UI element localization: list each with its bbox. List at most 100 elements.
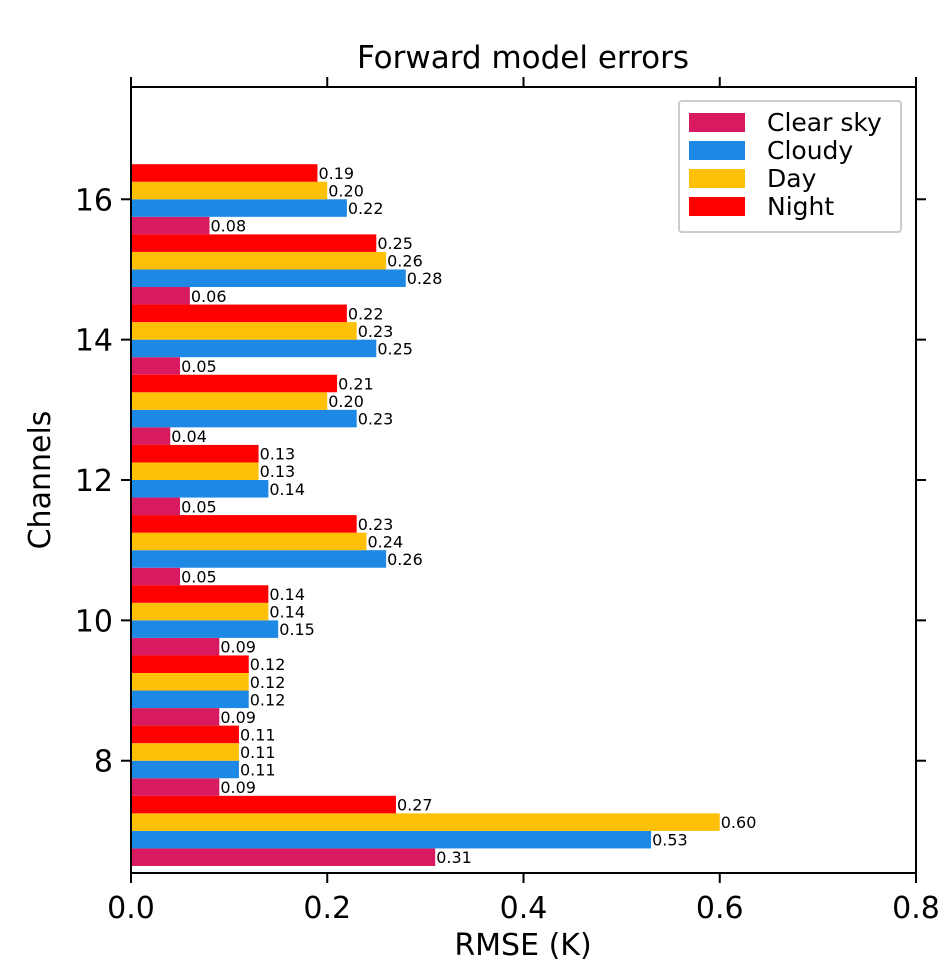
bar-clear-sky-channel-11 [131,567,181,586]
value-label-cloudy-channel-9: 0.12 [250,690,286,709]
bar-day-channel-9 [131,672,249,691]
tick-group: 0.0 0.2 0.4 0.6 0.8 8 10 12 14 16 [75,77,940,926]
x-tick-label: 0.0 [107,891,155,926]
value-label-clear-sky-channel-10: 0.09 [220,638,256,657]
value-label-clear-sky-channel-8: 0.09 [220,778,256,797]
bar-day-channel-13 [131,392,328,410]
y-axis-label: Channels [23,411,58,550]
bar-cloudy-channel-13 [131,409,357,428]
chart-title: Forward model errors [357,40,689,76]
bar-day-channel-7 [131,813,720,831]
bar-day-channel-16 [131,181,328,200]
y-tick-label: 10 [75,604,113,639]
bar-day-channel-14 [131,322,357,340]
x-tick-label: 0.8 [892,891,940,926]
value-label-day-channel-15: 0.26 [387,252,423,271]
bar-cloudy-channel-8 [131,760,239,779]
bar-night-channel-15 [131,234,377,252]
bar-clear-sky-channel-10 [131,637,220,656]
x-tick-label: 0.6 [696,891,744,926]
value-label-night-channel-16: 0.19 [318,164,354,183]
y-tick-label: 14 [75,324,113,359]
bar-night-channel-10 [131,585,269,603]
value-label-cloudy-channel-7: 0.53 [652,831,688,850]
value-label-night-channel-9: 0.12 [250,655,286,674]
x-tick-label: 0.4 [500,891,548,926]
value-label-cloudy-channel-11: 0.26 [387,550,423,569]
bar-cloudy-channel-7 [131,830,652,849]
value-label-day-channel-12: 0.13 [260,462,296,481]
legend-label-cloudy: Cloudy [767,136,853,165]
bar-day-channel-11 [131,532,367,551]
bar-cloudy-channel-10 [131,620,279,638]
value-label-clear-sky-channel-7: 0.31 [436,848,472,867]
bar-clear-sky-channel-16 [131,216,210,235]
bar-night-channel-13 [131,374,338,393]
value-label-day-channel-11: 0.24 [368,532,404,551]
bar-day-channel-15 [131,251,387,270]
value-label-clear-sky-channel-15: 0.06 [191,287,227,306]
value-label-clear-sky-channel-14: 0.05 [181,357,217,376]
value-label-day-channel-13: 0.20 [328,392,364,411]
bar-night-channel-9 [131,655,249,673]
bar-cloudy-channel-16 [131,199,347,217]
value-label-night-channel-8: 0.11 [240,725,276,744]
bar-group [131,164,720,866]
value-label-cloudy-channel-13: 0.23 [358,410,394,429]
plot-frame [130,86,917,874]
y-tick-label: 8 [94,745,113,780]
value-label-clear-sky-channel-9: 0.09 [220,708,256,727]
value-label-cloudy-channel-16: 0.22 [348,199,384,218]
bar-day-channel-10 [131,602,269,621]
bar-clear-sky-channel-12 [131,497,181,516]
bar-day-channel-12 [131,462,259,480]
value-label-group: 0.31 0.09 0.09 0.09 0.05 0.05 0.04 0.05 0.06 0.08… [171,164,756,867]
bar-cloudy-channel-14 [131,339,377,358]
value-label-day-channel-9: 0.12 [250,673,286,692]
bar-night-channel-7 [131,795,396,814]
value-label-night-channel-13: 0.21 [338,375,374,394]
value-label-night-channel-12: 0.13 [260,445,296,464]
bar-night-channel-12 [131,444,259,463]
x-axis-label: RMSE (K) [454,928,591,962]
legend-label-day: Day [767,164,817,193]
value-label-night-channel-14: 0.22 [348,304,384,323]
value-label-night-channel-10: 0.14 [269,585,305,604]
value-label-cloudy-channel-10: 0.15 [279,620,315,639]
value-label-day-channel-16: 0.20 [328,182,364,201]
legend-label-night: Night [767,192,834,221]
legend-swatch-day [689,169,745,188]
bar-clear-sky-channel-14 [131,357,181,375]
bar-night-channel-16 [131,164,318,182]
value-label-day-channel-8: 0.11 [240,743,276,762]
bar-day-channel-8 [131,743,239,761]
value-label-clear-sky-channel-12: 0.05 [181,497,217,516]
bar-clear-sky-channel-13 [131,427,171,445]
value-label-night-channel-7: 0.27 [397,796,433,815]
legend-swatch-night [689,197,745,216]
value-label-cloudy-channel-12: 0.14 [269,480,305,499]
value-label-clear-sky-channel-16: 0.08 [211,217,247,236]
bar-cloudy-channel-9 [131,690,249,709]
bar-clear-sky-channel-9 [131,708,220,726]
value-label-cloudy-channel-15: 0.28 [407,269,443,288]
value-label-night-channel-11: 0.23 [358,515,394,534]
legend-swatch-cloudy [689,141,745,160]
value-label-day-channel-7: 0.60 [721,813,757,832]
bar-clear-sky-channel-15 [131,287,190,305]
bar-cloudy-channel-15 [131,269,406,288]
y-tick-label: 12 [75,464,113,499]
legend-swatch-clear-sky [689,113,745,132]
value-label-clear-sky-channel-11: 0.05 [181,567,217,586]
bar-clear-sky-channel-7 [131,848,436,866]
bar-cloudy-channel-12 [131,480,269,498]
value-label-cloudy-channel-14: 0.25 [377,339,413,358]
bar-cloudy-channel-11 [131,550,387,568]
value-label-day-channel-14: 0.23 [358,322,394,341]
value-label-cloudy-channel-8: 0.11 [240,760,276,779]
bar-clear-sky-channel-8 [131,778,220,796]
value-label-day-channel-10: 0.14 [269,603,305,622]
value-label-clear-sky-channel-13: 0.04 [171,427,207,446]
